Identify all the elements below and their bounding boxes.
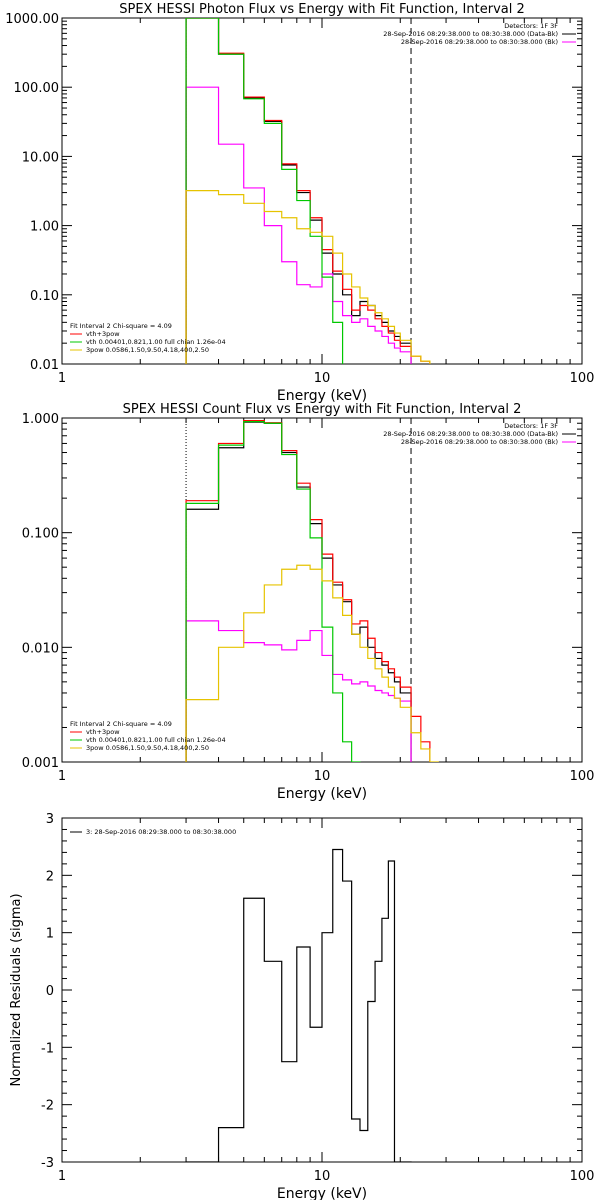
info-line: Detectors: 1F 3F (504, 422, 558, 430)
plot-frame (61, 817, 583, 1163)
chart-title: SPEX HESSI Count Flux vs Energy with Fit… (123, 402, 522, 417)
series-vth-3pow (185, 419, 431, 762)
legend-entry: vth+3pow (86, 728, 120, 736)
info-line: 28-Sep-2016 08:29:38.000 to 08:30:38.000… (401, 438, 558, 446)
y-tick-label: -3 (41, 1156, 54, 1171)
series-data-bk (185, 18, 412, 364)
y-tick-label: -1 (41, 1041, 54, 1056)
series-vth (185, 421, 361, 762)
y-tick-label: 1 (46, 927, 54, 942)
plot-area (185, 848, 412, 1162)
plot-area (185, 18, 431, 364)
x-axis-label: Energy (keV) (277, 1186, 367, 1200)
x-tick-label: 10 (314, 769, 331, 784)
legend-entry: 3pow 0.0586,1.50,9.50,4.18,400,2.50 (86, 744, 209, 752)
y-tick-label: 10.00 (22, 150, 59, 165)
y-tick-label: 0.01 (30, 358, 59, 373)
y-tick-label: 1000.00 (5, 12, 59, 27)
series-vth-3pow (185, 18, 431, 364)
info-line: 28-Sep-2016 08:29:38.000 to 08:30:38.000… (401, 38, 558, 46)
y-tick-label: 1.000 (22, 412, 59, 427)
series-bk (185, 86, 412, 364)
info-line: 28-Sep-2016 08:29:38.000 to 08:30:38.000… (383, 430, 558, 438)
series-bk (185, 620, 412, 762)
x-tick-label: 1 (58, 371, 66, 386)
x-tick-label: 100 (570, 1169, 595, 1184)
x-tick-label: 100 (570, 371, 595, 386)
chart-panel-1: SPEX HESSI Photon Flux vs Energy with Fi… (5, 2, 595, 404)
y-tick-label: -2 (41, 1099, 54, 1114)
legend-entry: vth 0.00401,0.821,1.00 full chian 1.26e-… (86, 736, 226, 744)
x-tick-label: 10 (314, 1169, 331, 1184)
info-line: Detectors: 1F 3F (504, 22, 558, 30)
chart-panel-2: SPEX HESSI Count Flux vs Energy with Fit… (22, 402, 595, 802)
chart-title: SPEX HESSI Photon Flux vs Energy with Fi… (119, 2, 525, 17)
plot-frame (61, 417, 583, 763)
legend-entry: Fit Interval 2 Chi-square = 4.09 (70, 720, 172, 728)
y-tick-label: 0 (46, 984, 54, 999)
series-3pow (185, 190, 431, 364)
legend-entry: 3: 28-Sep-2016 08:29:38.000 to 08:30:38.… (86, 828, 236, 836)
legend-entry: vth 0.00401,0.821,1.00 full chian 1.26e-… (86, 338, 226, 346)
y-tick-label: 0.100 (22, 527, 59, 542)
info-line: 28-Sep-2016 08:29:38.000 to 08:30:38.000… (383, 30, 558, 38)
series-3-28-sep-2016-08-29-38-000-to-08-30-38-000 (185, 848, 412, 1162)
x-tick-label: 100 (570, 769, 595, 784)
y-tick-label: 1.00 (30, 220, 59, 235)
plot-frame (61, 17, 583, 365)
series-data-bk (185, 421, 412, 762)
x-tick-label: 10 (314, 371, 331, 386)
x-tick-label: 1 (58, 1169, 66, 1184)
y-tick-label: 2 (46, 869, 54, 884)
x-tick-label: 1 (58, 769, 66, 784)
y-tick-label: 0.10 (30, 289, 59, 304)
series-vth (185, 18, 344, 364)
legend-entry: 3pow 0.0586,1.50,9.50,4.18,400,2.50 (86, 346, 209, 354)
legend-entry: Fit Interval 2 Chi-square = 4.09 (70, 322, 172, 330)
y-tick-label: 0.010 (22, 641, 59, 656)
y-tick-label: 100.00 (14, 81, 60, 96)
y-tick-label: 0.001 (22, 756, 59, 771)
plot-area (185, 418, 439, 762)
series-3pow (185, 564, 439, 762)
x-axis-label: Energy (keV) (277, 786, 367, 802)
y-tick-label: 3 (46, 812, 54, 827)
legend-entry: vth+3pow (86, 330, 120, 338)
x-axis-label: Energy (keV) (277, 388, 367, 404)
y-axis-label: Normalized Residuals (sigma) (9, 893, 24, 1086)
